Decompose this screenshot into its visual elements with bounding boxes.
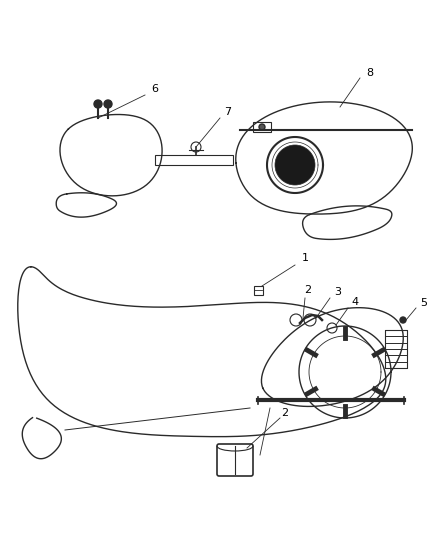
Circle shape [400, 317, 406, 323]
Text: 8: 8 [367, 68, 374, 78]
Circle shape [259, 124, 265, 130]
Circle shape [275, 145, 315, 185]
Text: 4: 4 [351, 297, 359, 307]
Text: 2: 2 [304, 285, 311, 295]
Text: 1: 1 [301, 253, 308, 263]
Bar [155, 155, 233, 165]
Text: 5: 5 [420, 298, 427, 308]
Circle shape [104, 100, 112, 108]
Circle shape [94, 100, 102, 108]
Text: 7: 7 [224, 107, 232, 117]
Text: 6: 6 [152, 84, 159, 94]
Text: 3: 3 [335, 287, 342, 297]
Bar [254, 286, 263, 295]
Bar [253, 122, 271, 132]
Bar [385, 330, 407, 368]
Text: 2: 2 [282, 408, 289, 418]
